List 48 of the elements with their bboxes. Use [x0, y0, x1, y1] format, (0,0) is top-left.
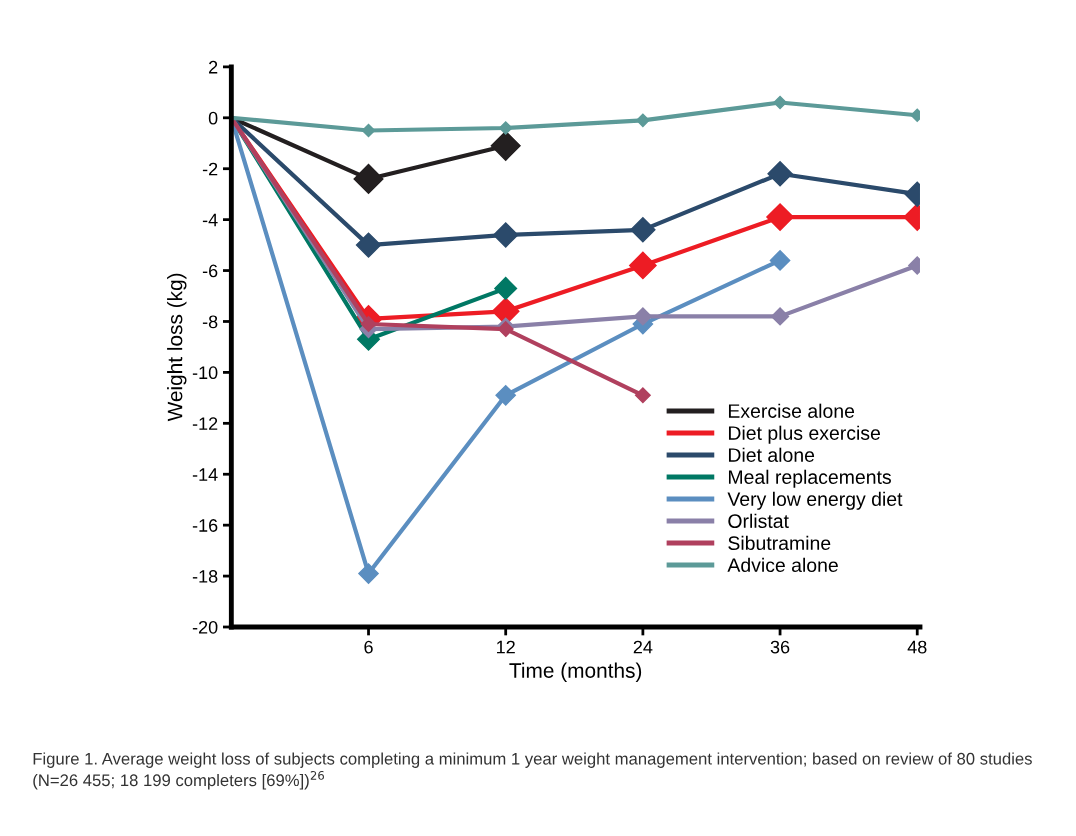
legend-label: Meal replacements: [728, 469, 891, 488]
y-tick-label: -16: [192, 519, 218, 532]
y-tick-label: -6: [202, 264, 218, 278]
legend-label: Sibutramine: [728, 535, 831, 551]
point: [353, 163, 384, 194]
point: [361, 123, 376, 138]
y-tick-label: -4: [202, 213, 218, 227]
point: [634, 387, 651, 404]
point: [636, 113, 650, 128]
point: [629, 251, 657, 280]
point: [766, 203, 794, 231]
legend-label: Exercise alone: [728, 403, 855, 418]
y-tick-label: -14: [192, 468, 218, 481]
point: [633, 307, 653, 326]
point: [769, 250, 791, 271]
x-tick-label: 48: [907, 640, 927, 654]
legend-label: Diet plus exercise: [728, 425, 880, 444]
point: [493, 222, 519, 248]
y-tick-label: 2: [209, 60, 218, 74]
caption: Figure 1. Average weight loss of subjects completing a minimum 1 year weight management intervention; based on review of 80 studies (N=26 455; 18 199 completers [69%])$^{26}$: [33, 752, 1032, 790]
y-tick-label: 0: [208, 111, 218, 125]
point: [770, 307, 790, 326]
point: [490, 130, 521, 161]
y-tick-label: -18: [192, 570, 218, 583]
x-tick-label: 12: [497, 640, 515, 654]
x-tick-label: 36: [770, 640, 790, 654]
y-axis-title: Weight loss (kg): [167, 273, 187, 422]
legend-label: Orlistat: [728, 513, 789, 529]
y-tick-label: -10: [192, 366, 218, 380]
x-tick-label: 6: [364, 640, 373, 654]
y-tick-label: -8: [202, 315, 218, 329]
point: [630, 217, 656, 243]
point: [498, 121, 513, 135]
legend-label: Diet alone: [728, 447, 815, 462]
x-tick-label: 24: [633, 640, 653, 654]
point: [358, 563, 379, 584]
y-tick-label: -2: [202, 162, 218, 176]
y-tick-label: -20: [192, 620, 218, 634]
point: [773, 95, 787, 110]
point: [494, 276, 518, 300]
x-axis-title: Time (months): [509, 662, 642, 682]
legend-label: Very low energy diet: [727, 491, 903, 510]
y-tick-label: -12: [192, 417, 218, 430]
point: [767, 161, 793, 187]
point: [495, 384, 517, 406]
point: [355, 232, 382, 258]
point: [497, 321, 514, 338]
legend-label: Advice alone: [727, 557, 838, 573]
